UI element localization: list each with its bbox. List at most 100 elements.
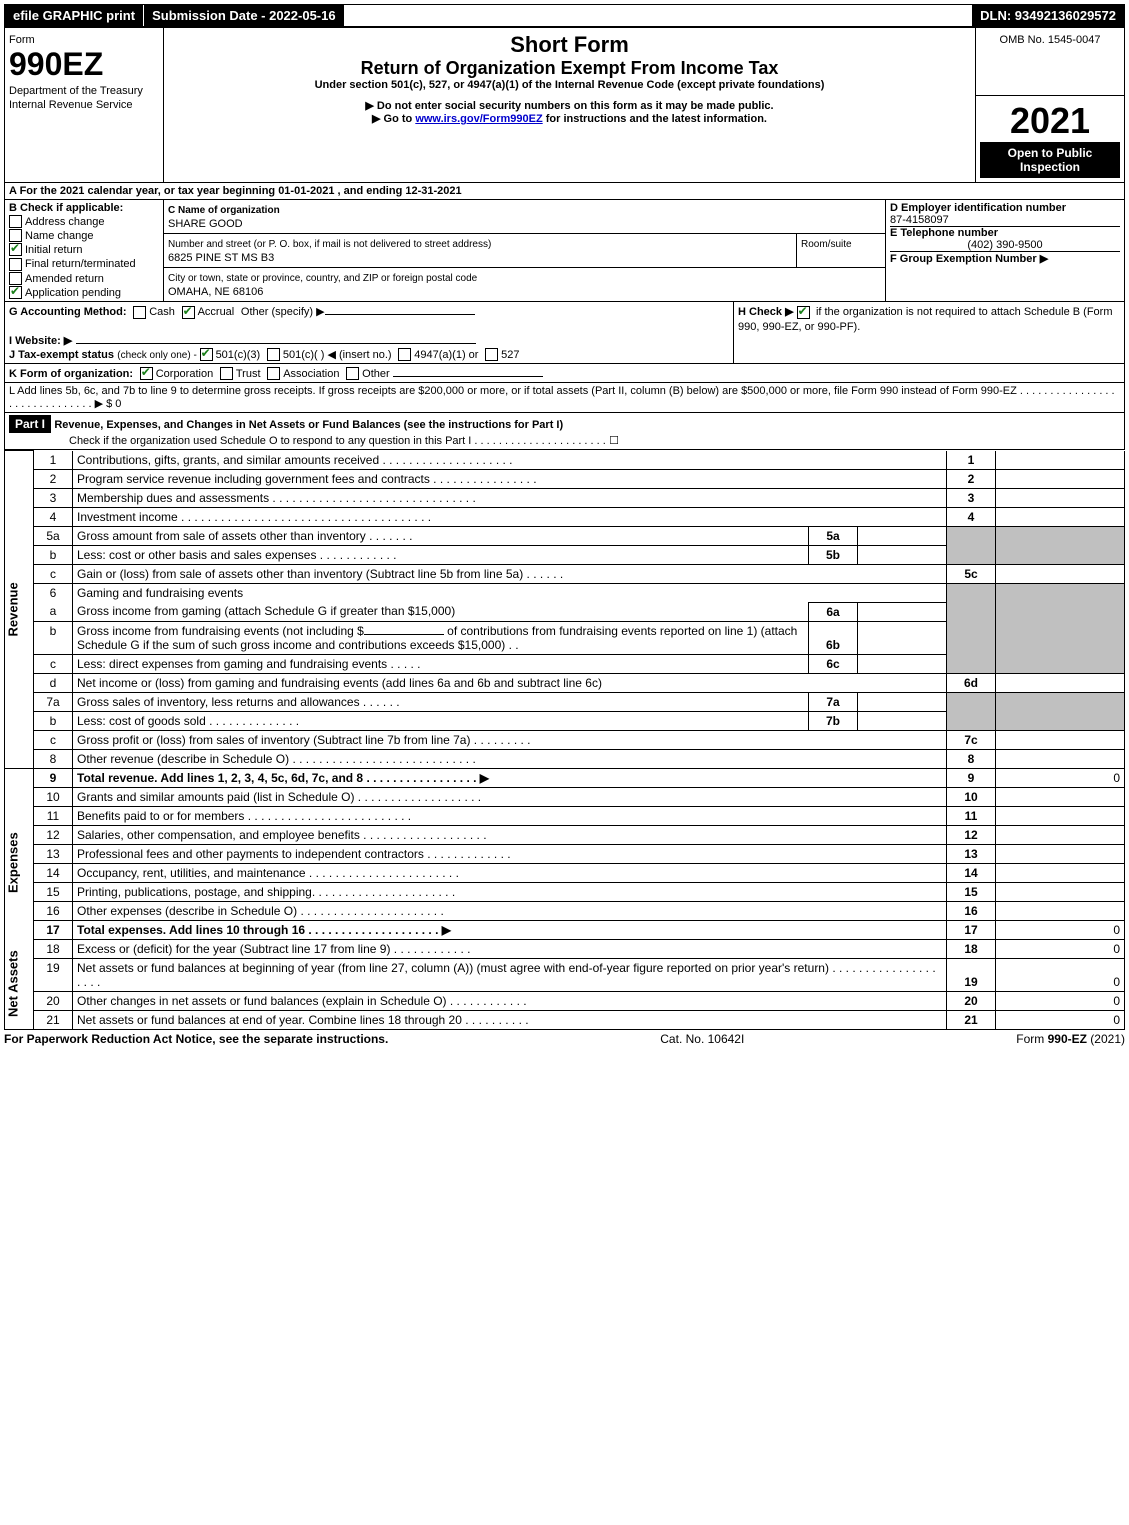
- D-label: D Employer identification number: [890, 202, 1120, 214]
- side-revenue: Revenue: [5, 451, 34, 769]
- C-value: SHARE GOOD: [168, 218, 243, 230]
- J-note: (check only one) -: [117, 350, 199, 361]
- line13-val: [996, 844, 1125, 863]
- line5b-no: b: [34, 545, 73, 564]
- J-4947-label: 4947(a)(1) or: [414, 349, 478, 361]
- line7b-text: Less: cost of goods sold . . . . . . . .…: [73, 711, 809, 730]
- line15-num: 15: [947, 882, 996, 901]
- line16-val: [996, 901, 1125, 920]
- K-other-check[interactable]: [346, 367, 359, 380]
- line9-num: 9: [947, 768, 996, 787]
- part1-header: Part I Revenue, Expenses, and Changes in…: [4, 413, 1125, 450]
- B-initial-return[interactable]: Initial return: [9, 242, 159, 256]
- line5a-no: 5a: [34, 526, 73, 545]
- K-other: Other: [362, 368, 390, 380]
- B-item-3: Final return/terminated: [25, 258, 136, 270]
- G-label: G Accounting Method:: [9, 306, 127, 318]
- line6b-boxnum: 6b: [809, 621, 858, 654]
- K-assoc-check[interactable]: [267, 367, 280, 380]
- B-addr-change[interactable]: Address change: [9, 214, 159, 228]
- line6c-grey2: [996, 654, 1125, 673]
- line12-num: 12: [947, 825, 996, 844]
- line5c-val: [996, 564, 1125, 583]
- L-text: L Add lines 5b, 6c, and 7b to line 9 to …: [5, 383, 1125, 413]
- line5c-no: c: [34, 564, 73, 583]
- line6c-boxnum: 6c: [809, 654, 858, 673]
- K-assoc: Association: [283, 368, 339, 380]
- line7a-boxval: [858, 692, 947, 711]
- line10-text: Grants and similar amounts paid (list in…: [73, 787, 947, 806]
- part1-checkbox-val[interactable]: ☐: [609, 435, 619, 447]
- B-item-0: Address change: [25, 216, 105, 228]
- E-value: (402) 390-9500: [890, 239, 1120, 251]
- line12-val: [996, 825, 1125, 844]
- line8-text: Other revenue (describe in Schedule O) .…: [73, 749, 947, 768]
- J-4947-check[interactable]: [398, 348, 411, 361]
- H-label: H Check ▶: [738, 306, 797, 318]
- note-goto-pre: ▶ Go to: [372, 113, 415, 125]
- K-trust-check[interactable]: [220, 367, 233, 380]
- top-bar: efile GRAPHIC print Submission Date - 20…: [4, 4, 1125, 27]
- G-other-input[interactable]: [325, 314, 475, 315]
- B-name-change[interactable]: Name change: [9, 228, 159, 242]
- H-check[interactable]: [797, 306, 810, 319]
- footer-left: For Paperwork Reduction Act Notice, see …: [4, 1032, 388, 1046]
- line21-text: Net assets or fund balances at end of ye…: [73, 1010, 947, 1029]
- topbar-spacer: [345, 5, 973, 26]
- line6a-boxnum: 6a: [809, 602, 858, 621]
- line20-val: 0: [996, 991, 1125, 1010]
- line6-text: Gaming and fundraising events: [73, 583, 947, 602]
- G-cash-check[interactable]: [133, 306, 146, 319]
- addr-label: Number and street (or P. O. box, if mail…: [168, 239, 491, 250]
- line6d-num: 6d: [947, 673, 996, 692]
- line6a-text: Gross income from gaming (attach Schedul…: [73, 602, 809, 621]
- J-527-check[interactable]: [485, 348, 498, 361]
- line5a-text: Gross amount from sale of assets other t…: [73, 526, 809, 545]
- submission-date-label: Submission Date - 2022-05-16: [144, 5, 345, 26]
- line21-no: 21: [34, 1010, 73, 1029]
- line13-no: 13: [34, 844, 73, 863]
- B-final-return[interactable]: Final return/terminated: [9, 256, 159, 270]
- line18-no: 18: [34, 939, 73, 958]
- line8-val: [996, 749, 1125, 768]
- line3-num: 3: [947, 488, 996, 507]
- line11-text: Benefits paid to or for members . . . . …: [73, 806, 947, 825]
- line19-text: Net assets or fund balances at beginning…: [73, 958, 947, 991]
- line5b-grey: [947, 545, 996, 564]
- K-other-input[interactable]: [393, 376, 543, 377]
- line10-num: 10: [947, 787, 996, 806]
- efile-print-button[interactable]: efile GRAPHIC print: [5, 5, 144, 26]
- line14-text: Occupancy, rent, utilities, and maintena…: [73, 863, 947, 882]
- line5b-boxnum: 5b: [809, 545, 858, 564]
- form-number: 990EZ: [9, 46, 103, 82]
- line11-val: [996, 806, 1125, 825]
- ghijkl-block: G Accounting Method: Cash Accrual Other …: [4, 302, 1125, 413]
- irs-link[interactable]: www.irs.gov/Form990EZ: [415, 113, 542, 125]
- line7b-boxval: [858, 711, 947, 730]
- subtitle: Under section 501(c), 527, or 4947(a)(1)…: [168, 79, 971, 91]
- line9-val: 0: [996, 768, 1125, 787]
- line7c-val: [996, 730, 1125, 749]
- line17-no: 17: [34, 920, 73, 939]
- B-app-pending[interactable]: Application pending: [9, 285, 159, 299]
- I-label: I Website: ▶: [9, 335, 72, 347]
- G-accrual-check[interactable]: [182, 306, 195, 319]
- inspection-box: Open to Public Inspection: [980, 142, 1120, 178]
- J-501c-check[interactable]: [267, 348, 280, 361]
- line16-num: 16: [947, 901, 996, 920]
- K-corp-check[interactable]: [140, 367, 153, 380]
- main-title: Return of Organization Exempt From Incom…: [168, 58, 971, 79]
- J-501c-label: 501(c)( ) ◀ (insert no.): [283, 349, 392, 361]
- line6-grey2: [996, 583, 1125, 602]
- line6a-boxval: [858, 602, 947, 621]
- line6b-amount-input[interactable]: [364, 634, 444, 635]
- line13-text: Professional fees and other payments to …: [73, 844, 947, 863]
- J-501c3-check[interactable]: [200, 348, 213, 361]
- omb-label: OMB No. 1545-0047: [1000, 34, 1101, 46]
- line20-num: 20: [947, 991, 996, 1010]
- side-expenses: Expenses: [5, 787, 34, 939]
- line7a-text: Gross sales of inventory, less returns a…: [73, 692, 809, 711]
- B-amended[interactable]: Amended return: [9, 271, 159, 285]
- I-website-input[interactable]: [76, 343, 476, 344]
- lines-table: Revenue 1 Contributions, gifts, grants, …: [4, 450, 1125, 1030]
